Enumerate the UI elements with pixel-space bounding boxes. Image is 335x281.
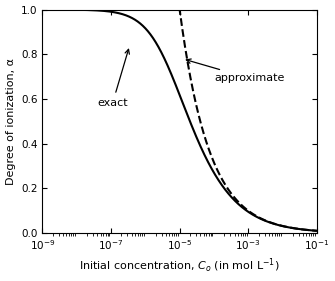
- X-axis label: Initial concentration, $C_o$ (in mol L$^{-1}$): Initial concentration, $C_o$ (in mol L$^…: [79, 257, 280, 275]
- Text: exact: exact: [97, 49, 129, 108]
- Y-axis label: Degree of ionization, α: Degree of ionization, α: [6, 58, 15, 185]
- Text: approximate: approximate: [186, 59, 284, 83]
